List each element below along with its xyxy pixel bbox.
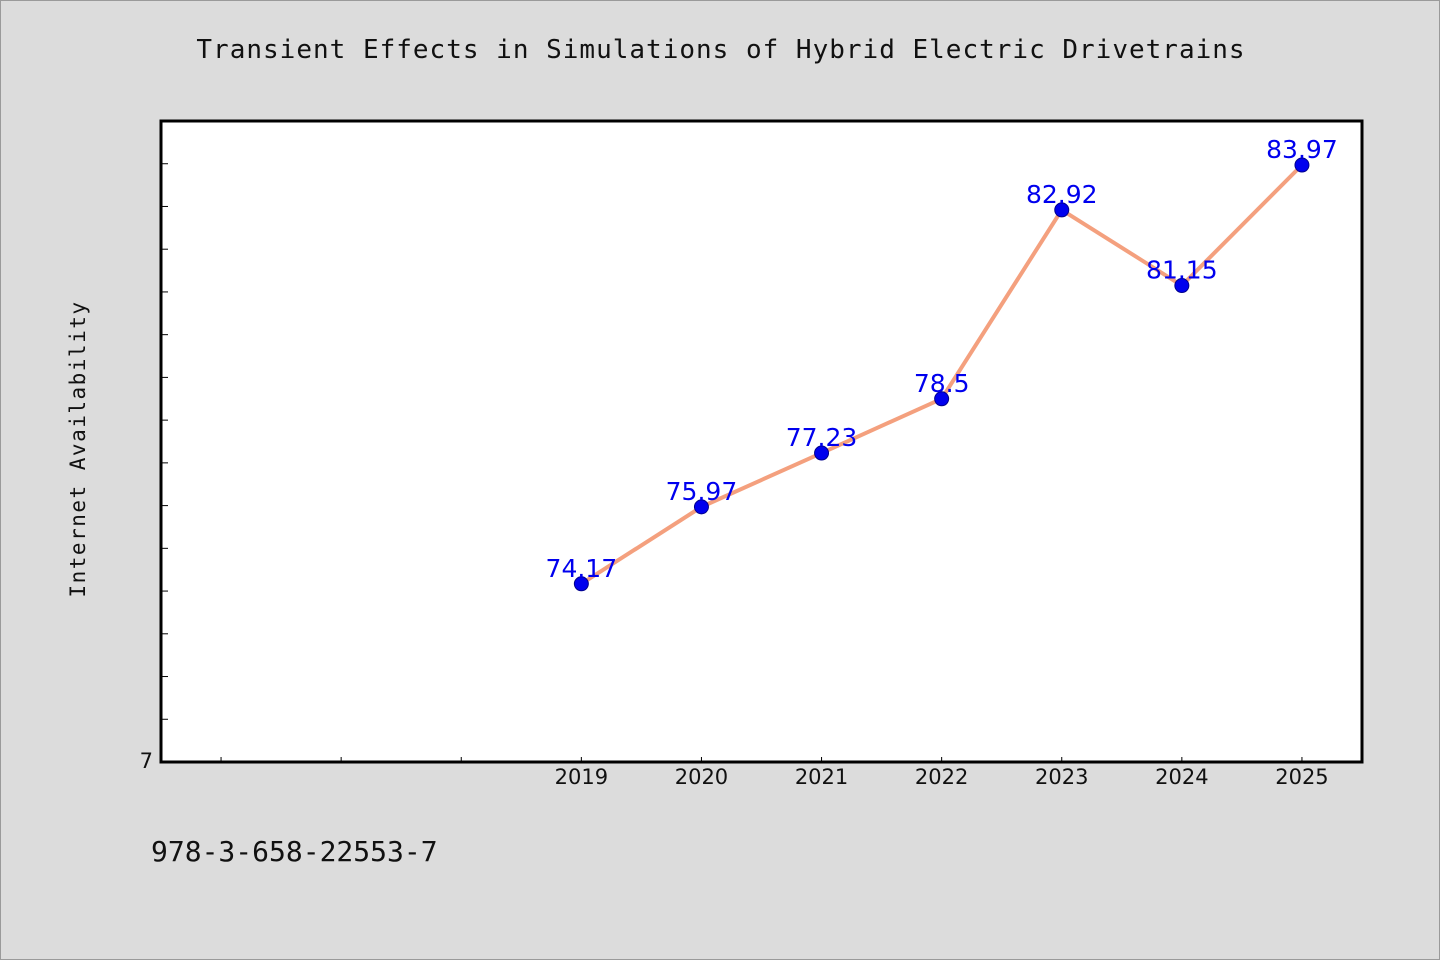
data-point: [1054, 202, 1070, 218]
x-tick-label: 2025: [1275, 765, 1328, 789]
data-label: 74.17: [546, 554, 618, 583]
data-point: [814, 445, 830, 461]
y-axis-ticks: 7: [140, 163, 168, 773]
series-layer: [573, 157, 1310, 592]
data-label: 78.5: [914, 369, 970, 398]
x-tick-label: 2019: [555, 765, 608, 789]
data-label-layer: 74.17 75.97 77.23 78.5 82.92 81.15 83.97: [546, 135, 1338, 583]
data-point: [1174, 278, 1190, 294]
data-point: [934, 391, 950, 407]
data-point: [1294, 157, 1310, 173]
x-tick-label: 2020: [675, 765, 728, 789]
isbn-text: 978-3-658-22553-7: [151, 835, 438, 868]
x-tick-label: 2022: [915, 765, 968, 789]
data-point: [573, 576, 589, 592]
data-point: [693, 499, 709, 515]
x-tick-label: 2024: [1155, 765, 1208, 789]
data-label: 83.97: [1266, 135, 1338, 164]
x-axis-ticks: 2019 2020 2021 2022 2023 2024 2025: [220, 757, 1329, 789]
plot-area: [159, 119, 1364, 764]
y-tick-label: 7: [140, 749, 153, 773]
data-label: 77.23: [786, 423, 858, 452]
data-label: 82.92: [1026, 180, 1098, 209]
x-tick-label: 2023: [1035, 765, 1088, 789]
data-label: 81.15: [1146, 256, 1218, 285]
x-tick-label: 2021: [795, 765, 848, 789]
data-label: 75.97: [666, 477, 738, 506]
chart-title: Transient Effects in Simulations of Hybr…: [196, 35, 1246, 65]
